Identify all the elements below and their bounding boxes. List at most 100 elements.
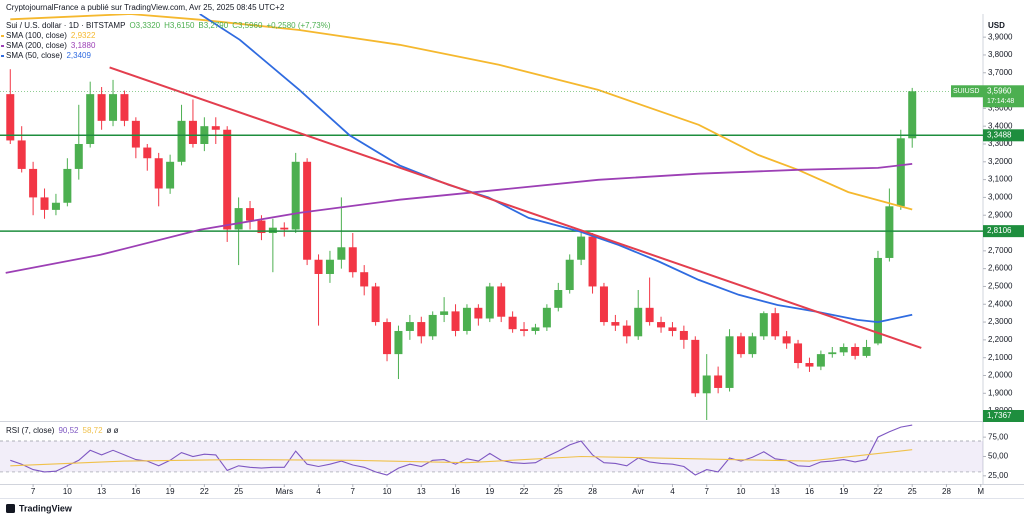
- ohlc-label: H3,6150: [164, 21, 195, 30]
- level-label: 1,7367: [987, 411, 1012, 420]
- last-price-label: 3,5960: [987, 86, 1012, 95]
- candle-body: [714, 375, 723, 388]
- y-tick-label: 2,0000: [988, 371, 1013, 380]
- line-series: [5, 163, 913, 274]
- level-box: [983, 410, 1024, 422]
- logo-icon: [6, 504, 15, 513]
- ohlc-label: O3,3320: [129, 21, 160, 30]
- candle-body: [188, 120, 197, 144]
- legend-value: 3,1880: [71, 41, 96, 50]
- candle-body: [440, 311, 449, 315]
- x-tick-label: 4: [316, 487, 321, 496]
- x-tick-label: 7: [351, 487, 356, 496]
- y-tick-label: 3,3000: [988, 139, 1013, 148]
- x-tick-label: 19: [839, 487, 848, 496]
- candle-body: [325, 259, 334, 274]
- line-series: [10, 449, 913, 467]
- candle-body: [51, 202, 60, 210]
- candle-body: [771, 313, 780, 337]
- rsi-title: RSI (7, close): [6, 426, 55, 435]
- candle-body: [759, 313, 768, 337]
- candle-body: [74, 143, 83, 169]
- x-tick-label: 19: [166, 487, 175, 496]
- candle-body: [257, 220, 266, 234]
- candle-body: [166, 161, 175, 189]
- candle-body: [234, 208, 243, 230]
- candle-body: [599, 286, 608, 323]
- candle-body: [497, 286, 506, 317]
- x-tick-label: 7: [31, 487, 36, 496]
- x-tick-label: 28: [588, 487, 597, 496]
- candle-body: [405, 322, 414, 331]
- candle-body: [6, 94, 15, 141]
- candle-body: [873, 257, 882, 344]
- x-tick-label: 28: [942, 487, 951, 496]
- symbol-label: Sui / U.S. dollar · 1D · BITSTAMP: [6, 21, 125, 30]
- candle-body: [348, 247, 357, 273]
- x-tick-label: M: [977, 487, 984, 496]
- x-tick-label: 7: [704, 487, 709, 496]
- candle-body: [177, 120, 186, 162]
- candle-body: [565, 259, 574, 291]
- last-price-box: [983, 85, 1024, 108]
- line-series: [109, 66, 922, 349]
- legend-value: 2,9322: [71, 31, 96, 40]
- candle-body: [725, 336, 734, 388]
- candle-body: [805, 363, 814, 367]
- ohlc-label: B3,2790: [198, 21, 228, 30]
- y-tick-label: 75,00: [988, 432, 1009, 441]
- legend-name: SMA (100, close): [6, 31, 67, 40]
- y-tick-label: 2,4000: [988, 299, 1013, 308]
- candle-body: [40, 197, 49, 210]
- x-tick-label: 22: [874, 487, 883, 496]
- candle-body: [611, 322, 620, 326]
- candle-body: [668, 327, 677, 331]
- candle-body: [428, 314, 437, 337]
- rsi-value: 90,52: [58, 426, 79, 435]
- candle-body: [109, 94, 118, 121]
- candle-body: [657, 322, 666, 328]
- candle-body: [223, 129, 232, 230]
- candle-body: [634, 307, 643, 337]
- x-tick-label: 4: [670, 487, 675, 496]
- candle-body: [17, 140, 26, 169]
- candle-body: [154, 158, 163, 189]
- x-tick-label: 25: [554, 487, 563, 496]
- x-tick-label: 10: [383, 487, 392, 496]
- countdown-label: 17:14:48: [987, 98, 1014, 105]
- candle-body: [337, 247, 346, 260]
- candle-body: [63, 168, 72, 203]
- candle-body: [839, 346, 848, 353]
- candle-body: [885, 206, 894, 258]
- candle-body: [451, 311, 460, 331]
- x-tick-label: 10: [63, 487, 72, 496]
- y-tick-label: 3,1000: [988, 175, 1013, 184]
- level-box: [983, 129, 1024, 142]
- candle-body: [828, 352, 837, 355]
- candle-body: [143, 147, 152, 159]
- candle-body: [120, 94, 129, 121]
- candle-body: [896, 138, 905, 207]
- y-tick-label: 3,0000: [988, 193, 1013, 202]
- candle-body: [520, 329, 529, 331]
- y-tick-label: 2,5000: [988, 282, 1013, 291]
- candle-body: [508, 316, 517, 330]
- candle-body: [303, 161, 312, 260]
- y-tick-label: 3,7000: [988, 68, 1013, 77]
- candle-body: [622, 325, 631, 337]
- candle-body: [29, 168, 38, 198]
- candle-body: [691, 339, 700, 394]
- candle-body: [97, 94, 106, 121]
- x-tick-label: 16: [131, 487, 140, 496]
- candle-body: [417, 322, 426, 337]
- candle-body: [314, 259, 323, 274]
- rsi-value: 58,72: [83, 426, 104, 435]
- candle-body: [588, 236, 597, 287]
- y-tick-label: 3,8000: [988, 50, 1013, 59]
- y-tick-label: 3,2000: [988, 157, 1013, 166]
- candle-body: [577, 236, 586, 260]
- candle-body: [383, 322, 392, 355]
- y-tick-label: 3,5000: [988, 103, 1013, 112]
- x-tick-label: 22: [200, 487, 209, 496]
- x-tick-label: 13: [97, 487, 106, 496]
